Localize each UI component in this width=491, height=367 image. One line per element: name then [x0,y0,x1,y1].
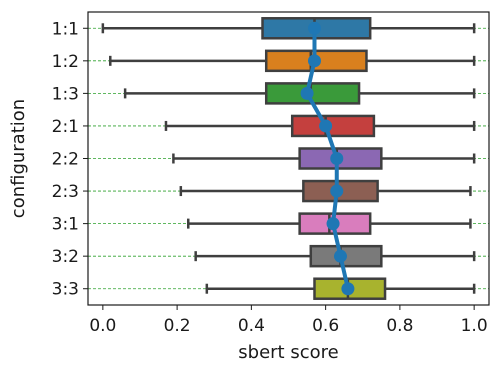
y-tick-label: 1:3 [52,84,79,104]
x-tick-label: 0.8 [386,316,413,336]
y-tick-label: 3:1 [52,215,79,235]
x-tick-label: 0.2 [164,316,191,336]
y-axis-label: configuration [8,99,29,218]
y-tick-label: 1:1 [52,19,79,39]
mean-point [307,21,321,35]
mean-point [319,119,333,133]
y-tick-label: 2:1 [52,117,79,137]
x-tick-labels: 0.0 0.2 0.4 0.6 0.8 1.0 [89,305,488,336]
x-axis-label: sbert score [238,342,338,363]
mean-point [300,86,314,100]
mean-point [341,282,355,296]
x-tick-label: 0.6 [312,316,339,336]
y-tick-label: 2:2 [52,150,79,170]
mean-line-layer [300,21,355,296]
x-tick-label: 0.0 [89,316,116,336]
y-tick-labels: 1:1 1:2 1:3 2:1 2:2 2:3 3:1 3:2 3:3 [52,19,88,300]
y-tick-label: 3:2 [52,247,79,267]
box-2-1 [290,114,376,138]
mean-point [330,184,344,198]
mean-point [333,249,347,263]
mean-point [307,54,321,68]
x-tick-label: 1.0 [461,316,488,336]
x-tick-label: 0.4 [238,316,265,336]
y-tick-label: 2:3 [52,182,79,202]
y-tick-label: 1:2 [52,52,79,72]
y-tick-label: 3:3 [52,280,79,300]
mean-point [326,217,340,231]
mean-point [330,152,344,165]
